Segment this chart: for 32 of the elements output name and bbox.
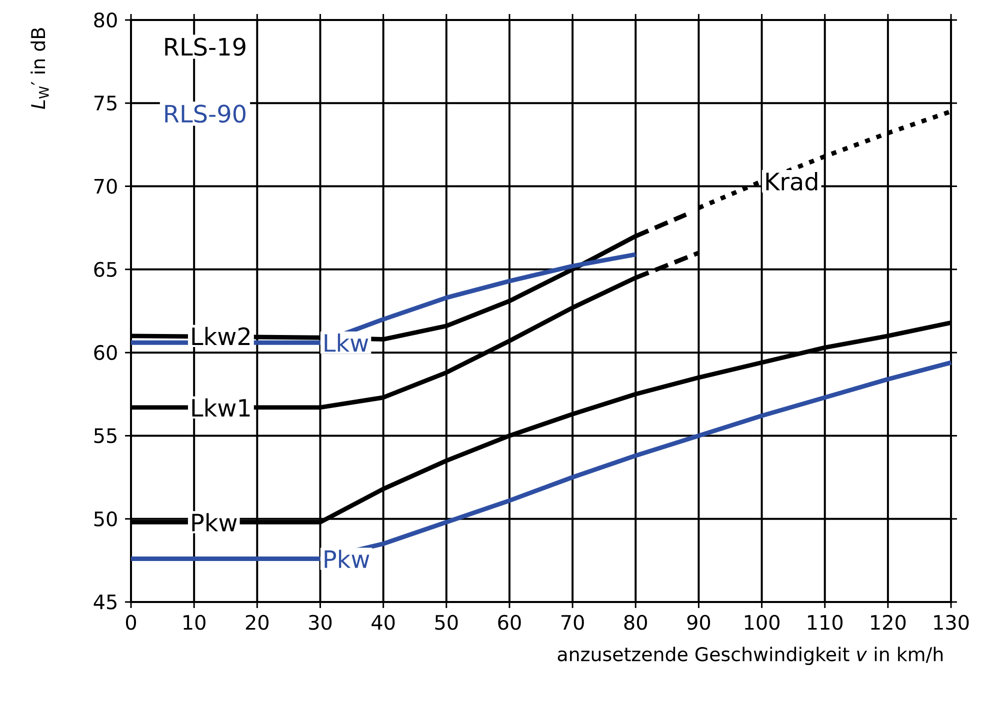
x-tick-label: 70	[562, 614, 584, 630]
series-label: Krad	[766, 172, 818, 191]
series-label: Lkw1	[192, 398, 250, 417]
y-axis-title: L$_{W}$′ in dB	[30, 28, 49, 110]
y-tick-label: 55	[94, 428, 116, 444]
y-tick-label: 80	[94, 12, 117, 28]
x-tick-label: 60	[498, 614, 521, 630]
x-tick-label: 50	[435, 614, 458, 630]
x-tick-label: 30	[309, 614, 332, 630]
x-tick-label: 90	[687, 614, 710, 630]
x-tick-label: 0	[126, 614, 136, 630]
y-tick-label: 45	[94, 594, 116, 610]
series-label: Pkw	[192, 513, 237, 532]
x-tick-label: 40	[372, 614, 395, 630]
x-tick-label: 130	[934, 614, 969, 630]
x-tick-label: 10	[184, 614, 206, 630]
y-tick-label: 70	[94, 178, 117, 194]
y-tick-label: 65	[94, 262, 116, 277]
x-tick-label: 20	[246, 614, 269, 630]
series-label: Lkw2	[192, 326, 250, 346]
x-tick-label: 80	[624, 614, 647, 630]
x-tick-label: 110	[808, 614, 843, 630]
annotation: RLS-19	[165, 38, 246, 56]
y-tick-label: 75	[94, 96, 116, 111]
series-label: Lkw	[324, 334, 368, 352]
series-label: Pkw	[324, 550, 370, 568]
x-tick-label: 120	[871, 614, 906, 630]
y-tick-label: 50	[94, 511, 117, 526]
x-axis-title: anzusetzende Geschwindigkeit v in km/h	[558, 646, 943, 666]
annotation: RLS-90	[165, 104, 246, 123]
x-tick-label: 100	[744, 614, 780, 630]
y-tick-label: 60	[94, 345, 117, 360]
